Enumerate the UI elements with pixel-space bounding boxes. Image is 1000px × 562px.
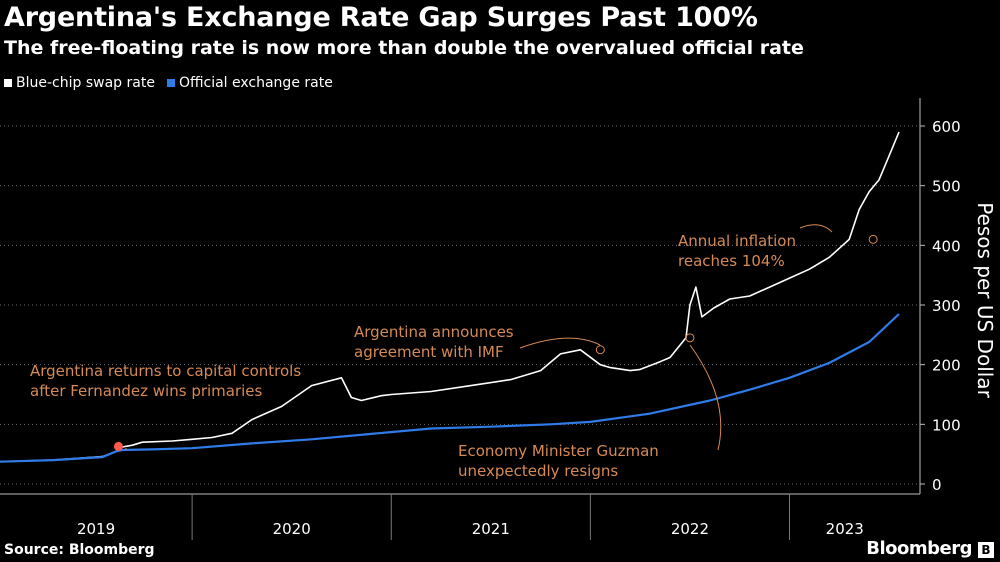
annotation-connector xyxy=(519,337,601,349)
brand-mark-icon: B xyxy=(978,542,994,558)
legend-label-official: Official exchange rate xyxy=(178,75,333,91)
y-tick-label: 600 xyxy=(932,118,961,136)
annotation-marker xyxy=(595,345,605,355)
y-tick-label: 200 xyxy=(932,357,961,375)
annotation-text: unexpectedly resigns xyxy=(458,462,618,480)
y-tick-label: 100 xyxy=(932,416,961,434)
annotation-text: Argentina returns to capital controls xyxy=(30,362,301,380)
annotation-text: reaches 104% xyxy=(678,252,785,270)
source-note: Source: Bloomberg xyxy=(4,542,155,558)
chart-subtitle: The free-floating rate is now more than … xyxy=(4,37,804,59)
annotation-text: Argentina announces xyxy=(354,323,514,341)
y-tick-label: 300 xyxy=(932,297,961,315)
annotation-marker xyxy=(868,234,878,244)
x-tick-label: 2021 xyxy=(472,520,510,538)
series-line-blue-chip xyxy=(0,131,900,463)
chart-title: Argentina's Exchange Rate Gap Surges Pas… xyxy=(4,2,758,33)
annotation-connector xyxy=(689,344,722,451)
legend-label-blue-chip: Blue-chip swap rate xyxy=(16,75,155,91)
annotation-marker xyxy=(113,441,123,451)
x-tick-label: 2020 xyxy=(273,520,311,538)
x-tick-label: 2023 xyxy=(826,520,864,538)
y-tick-label: 0 xyxy=(932,476,942,494)
x-tick-label: 2019 xyxy=(77,520,115,538)
y-axis-title: Pesos per US Dollar xyxy=(973,202,997,398)
annotation-text: after Fernandez wins primaries xyxy=(30,382,263,400)
annotation-connector xyxy=(799,224,833,233)
x-tick-label: 2022 xyxy=(671,520,709,538)
annotation-text: Annual inflation xyxy=(678,232,796,250)
y-tick-label: 500 xyxy=(932,178,961,196)
legend-swatch-blue-chip xyxy=(4,79,12,87)
annotation-marker xyxy=(685,333,695,343)
legend: Blue-chip swap rate Official exchange ra… xyxy=(4,75,345,91)
annotation-text: agreement with IMF xyxy=(354,343,504,361)
brand-logo: Bloomberg xyxy=(866,538,972,559)
legend-item-blue-chip: Blue-chip swap rate xyxy=(4,75,155,91)
annotation-text: Economy Minister Guzman xyxy=(458,442,659,460)
legend-swatch-official xyxy=(166,79,175,87)
y-tick-label: 400 xyxy=(932,237,961,255)
legend-item-official: Official exchange rate xyxy=(166,75,333,91)
